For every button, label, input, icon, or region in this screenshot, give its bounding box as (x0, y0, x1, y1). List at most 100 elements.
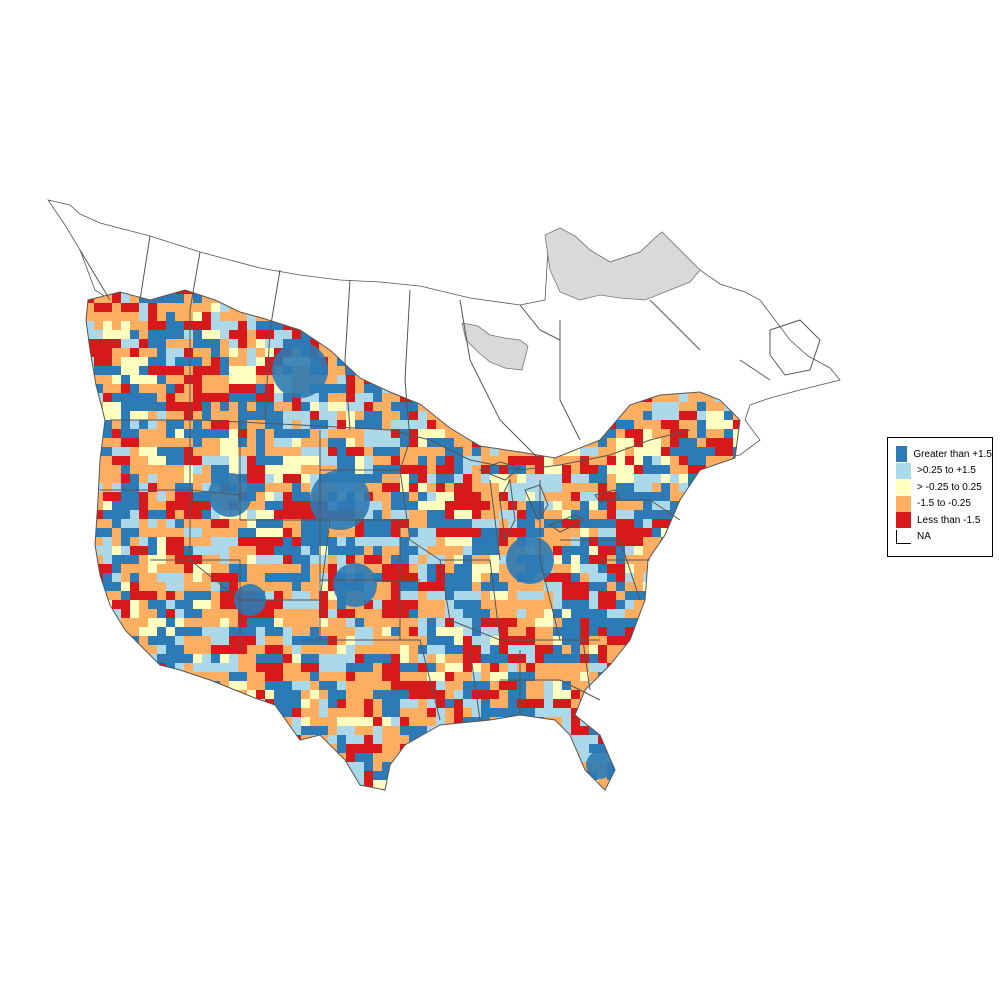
value-cell (274, 690, 292, 699)
value-cell (724, 690, 740, 708)
value-cell (211, 546, 238, 555)
value-cell (661, 456, 670, 465)
value-cell (463, 789, 472, 790)
value-cell (382, 699, 409, 708)
value-cell (337, 600, 346, 609)
value-cell (130, 753, 148, 762)
value-cell (256, 555, 283, 564)
value-cell (688, 618, 697, 627)
value-cell (211, 726, 220, 744)
value-cell (661, 690, 670, 699)
value-cell (94, 474, 121, 483)
value-cell (229, 411, 238, 429)
value-cell (130, 789, 139, 790)
value-cell (724, 681, 740, 690)
value-cell (202, 690, 211, 699)
value-cell (400, 528, 409, 537)
value-cell (661, 402, 679, 420)
value-cell (607, 672, 634, 690)
value-cell (490, 609, 499, 618)
value-cell (688, 753, 715, 771)
value-cell (508, 519, 517, 528)
value-cell (688, 681, 697, 699)
value-cell (238, 393, 256, 402)
value-cell (139, 762, 166, 780)
value-cell (715, 519, 724, 528)
value-cell (589, 672, 616, 681)
value-cell (328, 438, 337, 447)
value-cell (166, 672, 175, 681)
value-cell (508, 726, 517, 735)
value-cell (697, 555, 706, 573)
value-cell (634, 645, 643, 654)
value-cell (373, 600, 382, 609)
value-cell (445, 573, 472, 591)
value-cell (481, 753, 508, 762)
value-cell (130, 663, 139, 681)
value-cell (715, 780, 724, 789)
value-cell (625, 582, 652, 591)
legend-swatch (896, 512, 911, 529)
value-cell (319, 582, 328, 591)
value-cell (589, 546, 598, 555)
value-cell (400, 618, 427, 627)
value-cell (328, 348, 337, 366)
value-cell (652, 771, 679, 789)
value-cell (427, 483, 436, 492)
value-cell (148, 600, 166, 609)
value-cell (139, 627, 148, 636)
value-cell (580, 735, 589, 753)
value-cell (328, 744, 337, 753)
value-cell (121, 528, 148, 537)
value-cell (742, 483, 769, 501)
value-cell (562, 609, 571, 618)
value-cell (274, 789, 301, 790)
value-cluster (333, 563, 377, 607)
value-cell (247, 663, 256, 672)
value-cell (652, 717, 670, 726)
value-cell (562, 618, 580, 627)
value-cell (86, 726, 112, 744)
value-cell (400, 591, 418, 600)
value-cell (346, 717, 373, 726)
value-cell (679, 600, 688, 618)
value-cell (661, 528, 670, 537)
value-cell (247, 771, 265, 780)
value-cell (94, 753, 121, 771)
value-cell (103, 717, 121, 735)
value-cell (688, 654, 697, 672)
value-cell (157, 330, 184, 339)
value-cell (202, 294, 211, 312)
value-cell (220, 654, 229, 663)
value-cell (652, 789, 661, 790)
value-cell (499, 744, 517, 762)
value-cell (202, 789, 220, 790)
value-cell (643, 618, 661, 627)
value-cell (94, 555, 103, 564)
value-cell (724, 663, 740, 681)
value-cell (661, 681, 679, 699)
value-cell (634, 663, 643, 681)
value-cell (211, 753, 238, 762)
value-cell (616, 438, 634, 447)
value-cell (274, 744, 283, 753)
value-cell (580, 564, 598, 573)
value-cell (634, 681, 652, 699)
value-cell (526, 744, 535, 753)
value-cell (733, 744, 740, 753)
value-cell (94, 726, 112, 735)
value-cell (86, 627, 94, 645)
value-cell (202, 456, 229, 465)
value-cell (643, 726, 652, 735)
value-cell (697, 438, 706, 447)
value-cell (517, 609, 526, 618)
value-cell (193, 708, 202, 717)
value-cell (184, 366, 193, 375)
value-cell (661, 663, 679, 681)
value-cell (688, 771, 715, 789)
value-cell (598, 726, 607, 735)
value-cell (625, 654, 643, 663)
value-cell (652, 708, 679, 717)
value-cell (148, 510, 166, 519)
value-cell (292, 753, 310, 762)
